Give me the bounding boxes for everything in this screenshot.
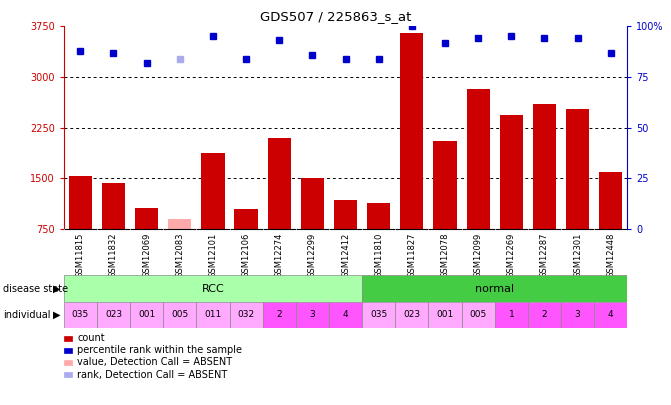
Bar xyxy=(367,203,391,229)
Bar xyxy=(268,138,291,229)
Text: 032: 032 xyxy=(238,310,255,320)
Bar xyxy=(64,302,97,328)
Bar xyxy=(466,89,490,229)
Text: 4: 4 xyxy=(608,310,613,320)
Bar xyxy=(262,302,296,328)
Bar xyxy=(201,153,225,229)
Text: rank, Detection Call = ABSENT: rank, Detection Call = ABSENT xyxy=(77,370,227,379)
Text: value, Detection Call = ABSENT: value, Detection Call = ABSENT xyxy=(77,358,232,367)
Text: 005: 005 xyxy=(171,310,189,320)
Bar xyxy=(197,302,229,328)
Text: count: count xyxy=(77,333,105,343)
Text: 023: 023 xyxy=(105,310,122,320)
Text: 3: 3 xyxy=(575,310,580,320)
Text: 2: 2 xyxy=(276,310,282,320)
Bar xyxy=(595,302,627,328)
Bar xyxy=(401,33,423,229)
Text: GSM12106: GSM12106 xyxy=(242,232,250,278)
Text: 011: 011 xyxy=(204,310,221,320)
Bar xyxy=(97,302,130,328)
Text: 3: 3 xyxy=(309,310,315,320)
Bar xyxy=(462,302,495,328)
Text: ▶: ▶ xyxy=(53,310,60,320)
Text: 035: 035 xyxy=(72,310,89,320)
Bar xyxy=(329,302,362,328)
Text: GSM12069: GSM12069 xyxy=(142,232,151,278)
Bar xyxy=(599,172,623,229)
Text: 4: 4 xyxy=(343,310,348,320)
Text: 005: 005 xyxy=(470,310,487,320)
Text: 023: 023 xyxy=(403,310,421,320)
Bar xyxy=(362,302,395,328)
Text: GSM12448: GSM12448 xyxy=(607,232,615,278)
Bar xyxy=(500,115,523,229)
Text: GSM12099: GSM12099 xyxy=(474,232,482,278)
Text: individual: individual xyxy=(3,310,51,320)
Text: 001: 001 xyxy=(436,310,454,320)
Text: GDS507 / 225863_s_at: GDS507 / 225863_s_at xyxy=(260,10,411,23)
Text: GSM11810: GSM11810 xyxy=(374,232,383,278)
Text: ▶: ▶ xyxy=(53,284,60,294)
Text: GSM12101: GSM12101 xyxy=(209,232,217,278)
Bar xyxy=(234,209,258,229)
Text: 035: 035 xyxy=(370,310,387,320)
Bar xyxy=(301,178,324,229)
Bar xyxy=(533,104,556,229)
Text: GSM12287: GSM12287 xyxy=(540,232,549,278)
Bar xyxy=(296,302,329,328)
Bar xyxy=(135,208,158,229)
Bar xyxy=(362,275,627,302)
Text: normal: normal xyxy=(475,284,515,294)
Bar xyxy=(528,302,561,328)
Text: percentile rank within the sample: percentile rank within the sample xyxy=(77,345,242,355)
Text: 1: 1 xyxy=(509,310,514,320)
Text: 2: 2 xyxy=(541,310,548,320)
Bar xyxy=(229,302,262,328)
Bar xyxy=(168,219,191,229)
Text: GSM12299: GSM12299 xyxy=(308,232,317,278)
Bar xyxy=(433,141,457,229)
Text: 001: 001 xyxy=(138,310,155,320)
Text: GSM12301: GSM12301 xyxy=(573,232,582,278)
Text: GSM12083: GSM12083 xyxy=(175,232,185,278)
Text: GSM12269: GSM12269 xyxy=(507,232,516,278)
Text: GSM12078: GSM12078 xyxy=(441,232,450,278)
Text: GSM11815: GSM11815 xyxy=(76,232,85,278)
Text: disease state: disease state xyxy=(3,284,68,294)
Bar xyxy=(130,302,163,328)
Bar xyxy=(395,302,429,328)
Text: GSM12412: GSM12412 xyxy=(341,232,350,278)
Bar xyxy=(102,183,125,229)
Text: RCC: RCC xyxy=(201,284,224,294)
Text: GSM11832: GSM11832 xyxy=(109,232,118,278)
Bar xyxy=(566,109,589,229)
Bar xyxy=(561,302,595,328)
Text: GSM12274: GSM12274 xyxy=(274,232,284,278)
Bar xyxy=(429,302,462,328)
Bar xyxy=(495,302,528,328)
Text: GSM11827: GSM11827 xyxy=(407,232,417,278)
Bar xyxy=(68,176,92,229)
Bar xyxy=(64,275,362,302)
Bar xyxy=(163,302,197,328)
Bar xyxy=(334,200,357,229)
